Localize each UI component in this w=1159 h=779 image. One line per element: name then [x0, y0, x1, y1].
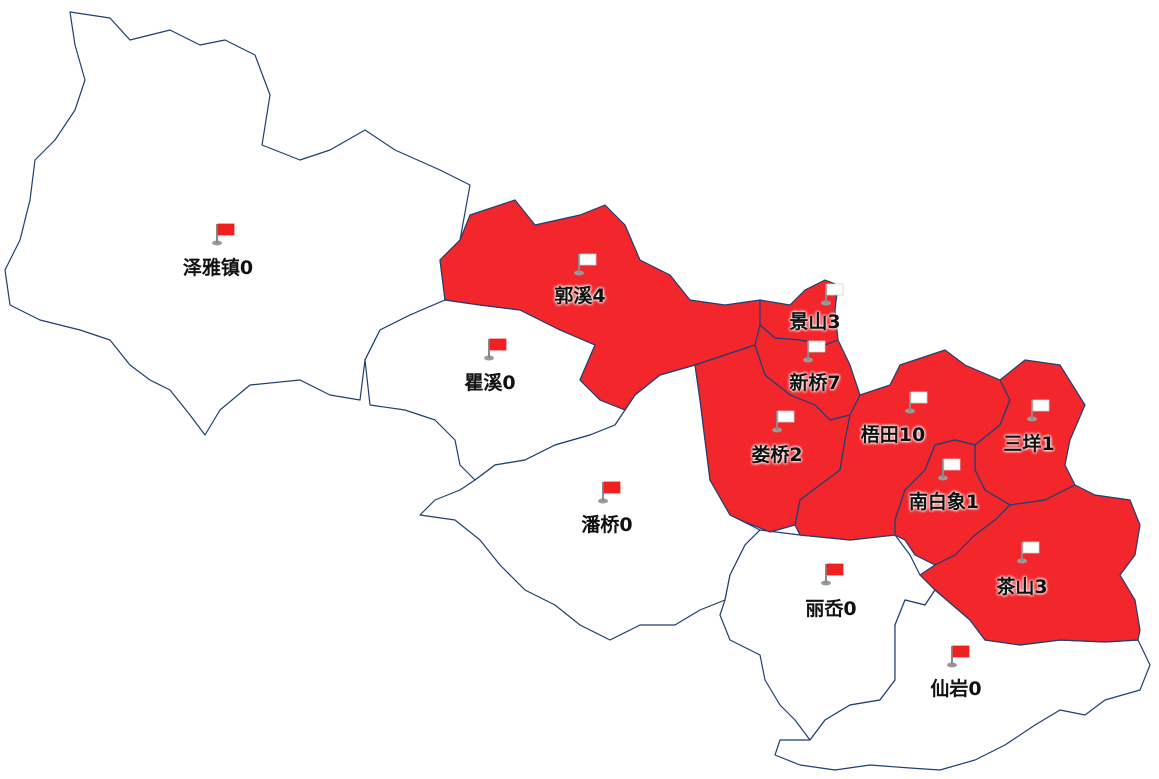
red-flag-icon — [598, 481, 621, 504]
label-xinqiao: 新桥7 — [789, 372, 841, 394]
label-sanyang: 三垟1 — [1003, 433, 1055, 455]
label-guoxi: 郭溪4 — [554, 285, 606, 307]
label-jingshan: 景山3 — [789, 311, 841, 333]
label-lixi: 丽岙0 — [805, 598, 857, 620]
white-flag-icon — [803, 340, 826, 363]
label-quxi: 瞿溪0 — [464, 372, 516, 394]
label-zeyazhen: 泽雅镇0 — [182, 257, 254, 279]
label-xianyan: 仙岩0 — [930, 678, 982, 700]
region-chashan[interactable] — [919, 484, 1141, 646]
white-flag-icon — [1017, 541, 1040, 564]
flag-layer — [212, 223, 1050, 668]
region-zeyazhen[interactable] — [4, 11, 471, 436]
red-flag-icon — [821, 563, 844, 586]
white-flag-icon — [821, 283, 844, 306]
label-panqiao: 潘桥0 — [581, 514, 633, 536]
white-flag-icon — [938, 458, 961, 481]
white-flag-icon — [905, 391, 928, 414]
white-flag-icon — [574, 253, 597, 276]
label-louqiao: 娄桥2 — [751, 444, 803, 466]
red-flag-icon — [947, 645, 970, 668]
red-flag-icon — [484, 338, 507, 361]
white-flag-icon — [1027, 399, 1050, 422]
white-flag-icon — [772, 410, 795, 433]
red-flag-icon — [212, 223, 235, 246]
label-chashan: 茶山3 — [996, 576, 1048, 598]
label-nanbaixiang: 南白象1 — [908, 491, 980, 513]
label-wutian: 梧田10 — [860, 424, 926, 446]
